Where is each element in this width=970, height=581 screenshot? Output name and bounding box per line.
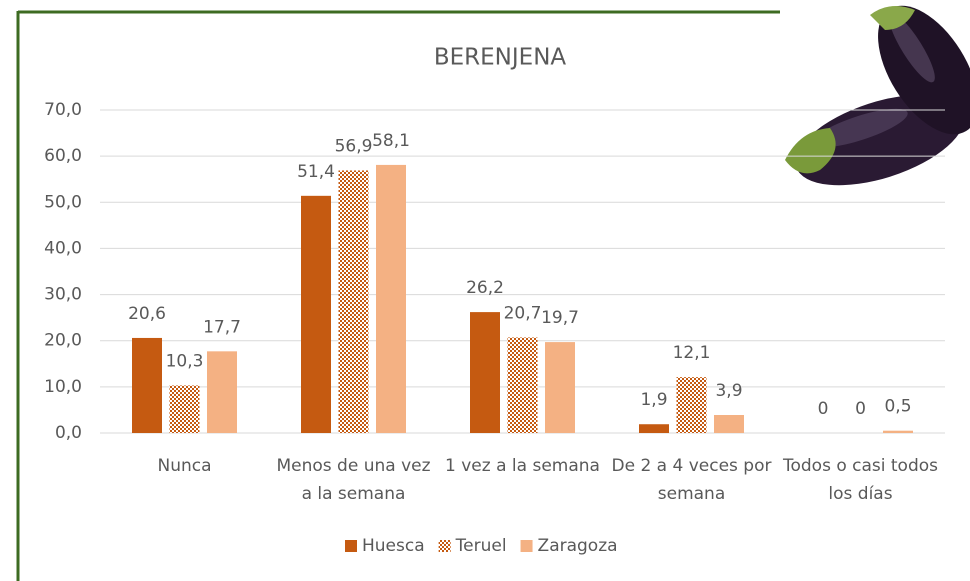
bar (338, 170, 369, 433)
value-label: 20,6 (128, 304, 166, 324)
legend-swatch (345, 540, 357, 552)
eggplant-image (780, 0, 970, 190)
bar (207, 351, 237, 433)
x-tick-label: De 2 a 4 veces por semana (611, 456, 772, 504)
y-tick-label: 40,0 (44, 238, 82, 258)
value-label: 0 (818, 399, 829, 419)
legend-label: Teruel (455, 536, 507, 556)
y-tick-label: 70,0 (44, 100, 82, 120)
y-tick-label: 20,0 (44, 331, 82, 351)
value-label: 12,1 (673, 343, 711, 363)
bar (676, 377, 707, 433)
value-label: 19,7 (541, 308, 579, 328)
bar (883, 430, 913, 433)
bar (132, 337, 162, 433)
value-label: 51,4 (297, 162, 335, 182)
legend-label: Huesca (362, 536, 425, 556)
bar (507, 337, 538, 433)
value-label: 56,9 (335, 136, 373, 156)
legend-label: Zaragoza (538, 536, 618, 556)
bar (714, 415, 744, 433)
y-tick-label: 0,0 (55, 423, 82, 443)
chart-title: BERENJENA (434, 45, 567, 71)
value-label: 17,7 (203, 317, 241, 337)
value-label: 1,9 (640, 390, 667, 410)
bar (169, 385, 200, 433)
x-tick-label: Nunca (157, 456, 212, 476)
bar (470, 312, 500, 433)
x-tick-label: Menos de una vez a la semana (276, 456, 431, 504)
legend-swatch (520, 540, 533, 552)
value-label: 26,2 (466, 278, 504, 298)
value-label: 0,5 (884, 397, 911, 417)
bar (639, 424, 669, 433)
y-tick-label: 50,0 (44, 192, 82, 212)
value-label: 58,1 (372, 131, 410, 151)
y-tick-label: 10,0 (44, 377, 82, 397)
legend-swatch (438, 540, 451, 552)
value-label: 0 (855, 399, 866, 419)
x-tick-label: 1 vez a la semana (445, 456, 600, 476)
y-tick-label: 60,0 (44, 146, 82, 166)
x-tick-label: Todos o casi todos los días (782, 456, 939, 504)
bar (376, 164, 406, 433)
value-label: 10,3 (166, 351, 204, 371)
value-label: 20,7 (504, 303, 542, 323)
value-label: 3,9 (715, 381, 742, 401)
y-tick-label: 30,0 (44, 285, 82, 305)
bar (545, 342, 575, 433)
bar (301, 195, 331, 433)
